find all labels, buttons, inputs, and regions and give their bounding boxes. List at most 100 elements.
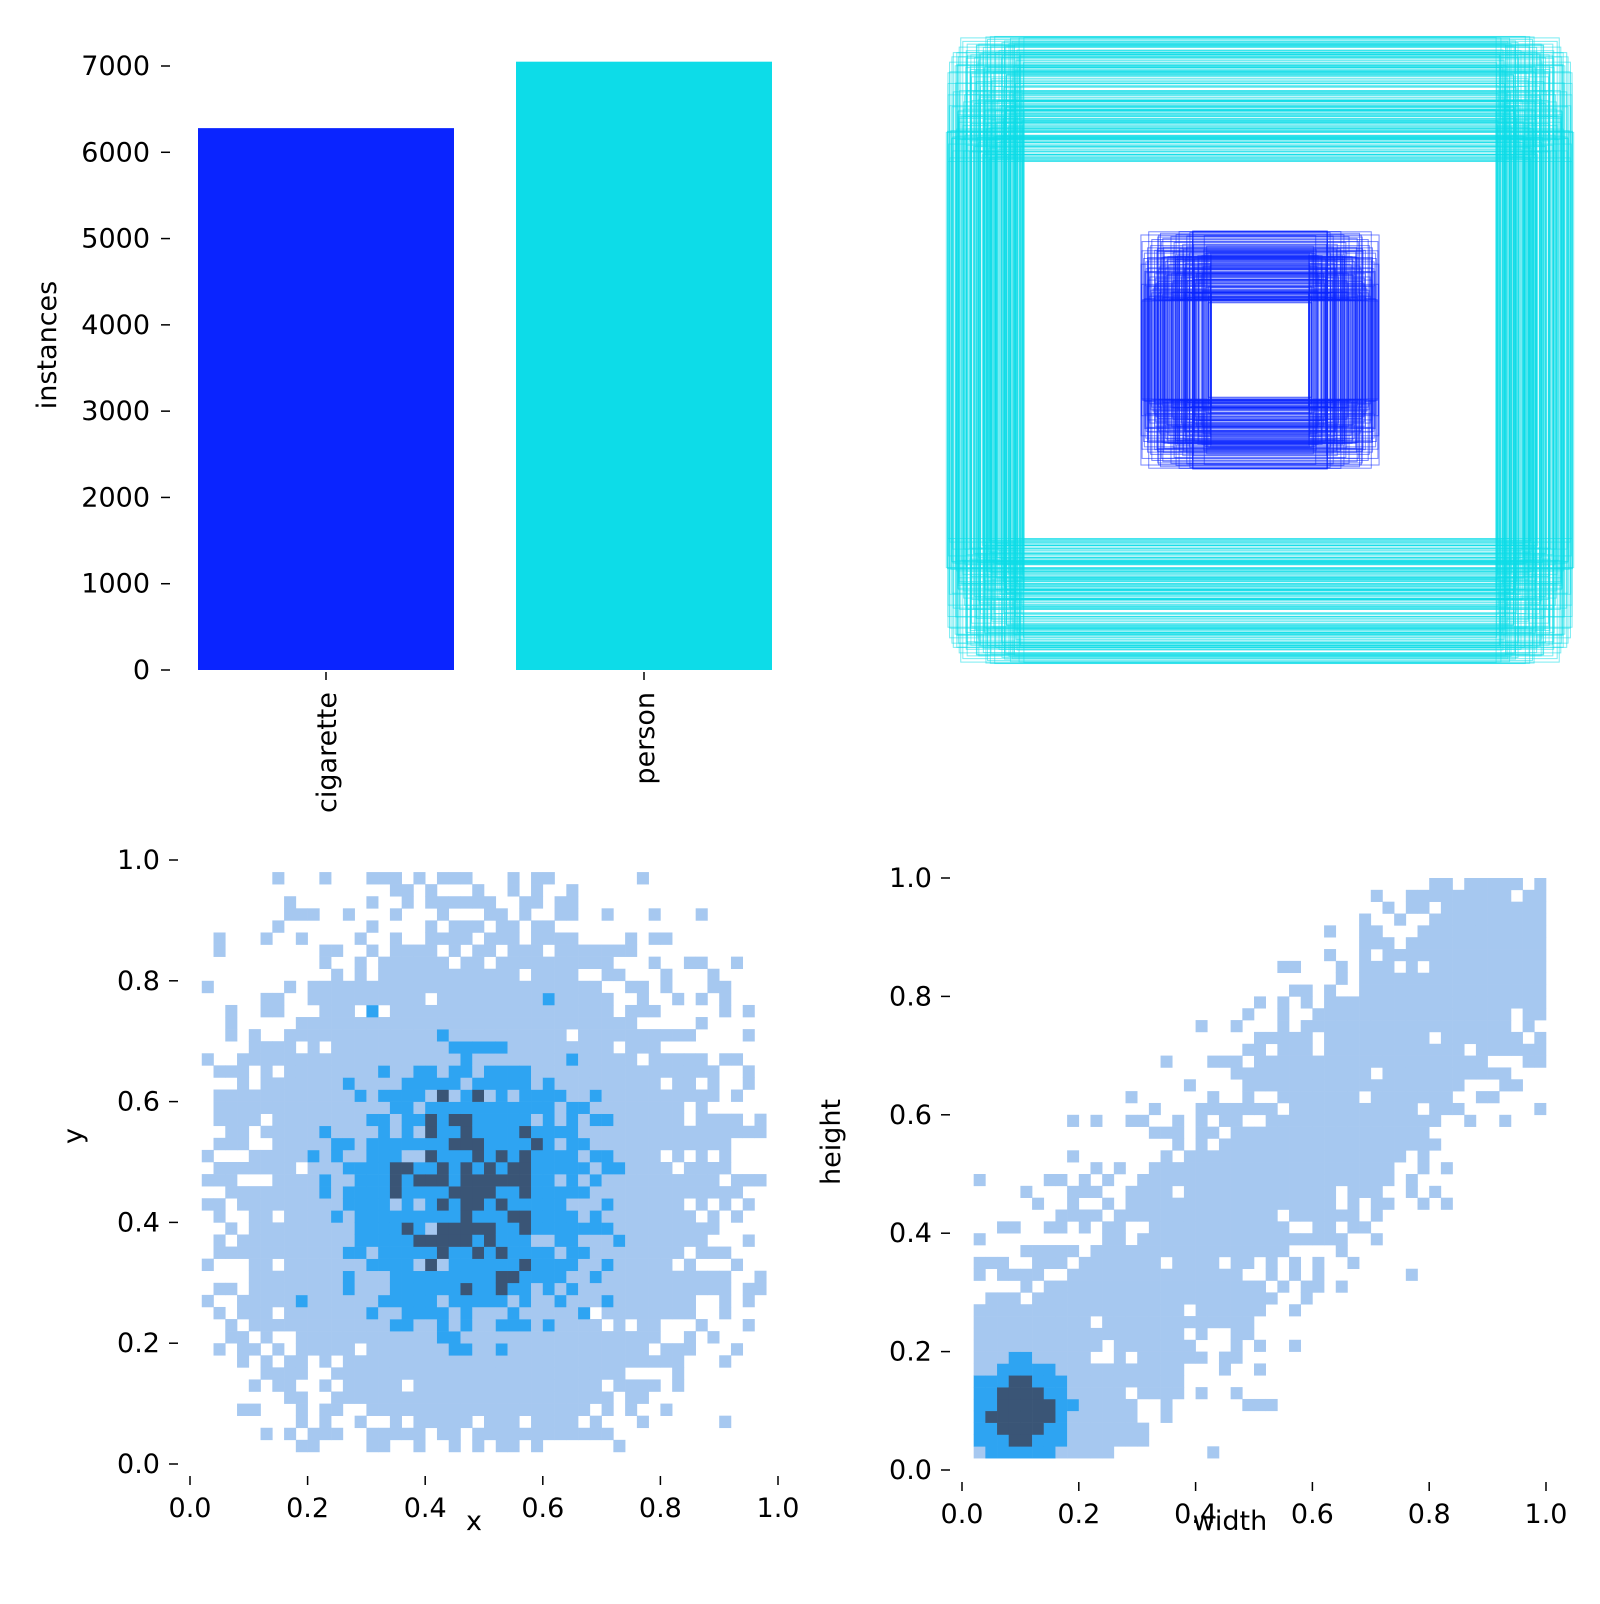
xy-cell xyxy=(413,1065,426,1078)
xy-cell xyxy=(225,1017,238,1030)
xy-cell xyxy=(554,1101,567,1114)
wh-cell xyxy=(1324,1174,1337,1187)
xy-cell xyxy=(542,1137,555,1151)
xy-cell xyxy=(260,1367,273,1380)
xy-cell xyxy=(354,1282,367,1296)
person-box xyxy=(948,143,1572,557)
xy-cell xyxy=(660,1198,673,1211)
wh-cell xyxy=(1405,1067,1418,1080)
bar-x-tick-label-person: person xyxy=(630,692,661,785)
wh-cell xyxy=(1265,1245,1278,1258)
xy-cell xyxy=(401,1210,414,1223)
wh-cell xyxy=(1055,1351,1068,1364)
wh-cell xyxy=(1195,1292,1208,1305)
xy-cell xyxy=(554,1029,567,1042)
wh-cell xyxy=(1300,1031,1313,1045)
wh-cell xyxy=(1499,960,1512,974)
xy-cell xyxy=(436,1162,450,1175)
cigarette-box xyxy=(1166,274,1354,426)
xy-cell xyxy=(448,1367,461,1380)
xy-cell xyxy=(589,1210,602,1223)
xy-cell xyxy=(354,1355,367,1368)
xy-cell xyxy=(366,1053,379,1066)
xy-cell xyxy=(589,1077,602,1090)
wh-cell xyxy=(1020,1363,1033,1376)
xy-cell xyxy=(660,1174,673,1187)
xy-cell xyxy=(519,1331,532,1344)
wh-cell xyxy=(1207,1055,1220,1068)
person-box xyxy=(1014,82,1506,618)
xy-cell xyxy=(531,1391,544,1404)
xy-cell xyxy=(331,1343,344,1356)
person-box xyxy=(988,92,1532,608)
xy-cell xyxy=(319,1113,332,1127)
xy-cell xyxy=(425,1282,438,1296)
wh-cell xyxy=(973,1363,986,1376)
wh-cell xyxy=(1055,1387,1068,1400)
wh-cell xyxy=(1183,1292,1196,1305)
xy-cell xyxy=(519,980,532,994)
wh-cell xyxy=(1429,925,1442,938)
xy-cell xyxy=(331,1149,344,1163)
wh-cell xyxy=(1137,1233,1150,1246)
person-box xyxy=(1017,115,1503,585)
xy-cell xyxy=(742,1294,755,1308)
xy-cell xyxy=(601,1294,614,1308)
wh-cell xyxy=(1055,1363,1068,1376)
wh-cell xyxy=(1137,1363,1150,1376)
wh-cell xyxy=(1277,1150,1290,1163)
xy-cell xyxy=(331,968,344,982)
xy-cell xyxy=(613,1162,626,1175)
xy-cell xyxy=(225,1331,238,1344)
xy-cell xyxy=(507,1017,520,1030)
wh-cell xyxy=(1113,1387,1126,1400)
xy-cell xyxy=(436,1186,450,1199)
xy-cell xyxy=(354,1415,367,1429)
xy-cell xyxy=(589,1294,602,1308)
person-box xyxy=(1022,124,1498,576)
wh-cell xyxy=(1359,1020,1372,1033)
cigarette-box xyxy=(1204,286,1316,414)
xy-cell xyxy=(495,1246,508,1259)
wh-cell xyxy=(1440,1020,1453,1033)
wh-cell xyxy=(1324,1043,1337,1056)
person-box xyxy=(954,131,1566,569)
xy-cell xyxy=(436,1306,450,1320)
xy-cell xyxy=(389,1415,402,1429)
wh-cell xyxy=(1499,984,1512,997)
xy-cell xyxy=(601,1391,614,1404)
wh-cell xyxy=(985,1375,998,1388)
wh-cell xyxy=(1242,1150,1255,1163)
xy-cell xyxy=(542,1004,555,1018)
xy-cell xyxy=(578,1367,591,1380)
xy-cell xyxy=(542,1403,555,1416)
xy-cell xyxy=(389,1355,402,1368)
xy-cell xyxy=(672,1174,685,1187)
xy-cell xyxy=(636,1125,649,1139)
wh-cell xyxy=(1335,1102,1348,1116)
xy-cell xyxy=(719,1149,732,1163)
person-box xyxy=(1015,97,1505,603)
xy-cell xyxy=(295,1439,308,1453)
wh-cell xyxy=(985,1292,998,1305)
xy-cell xyxy=(413,1391,426,1404)
person-box xyxy=(984,109,1536,591)
xy-cell xyxy=(531,1041,544,1054)
wh-cell xyxy=(1487,889,1500,902)
wh-cell xyxy=(1218,1304,1231,1317)
xy-cell xyxy=(613,1077,626,1090)
cigarette-box xyxy=(1208,295,1312,405)
wh-cell xyxy=(1265,1197,1278,1210)
xy-cell xyxy=(378,1294,391,1308)
xy-cell xyxy=(613,1149,626,1163)
wh-cell xyxy=(1020,1316,1033,1329)
xy-cell xyxy=(331,1004,344,1018)
wh-cell xyxy=(1172,1316,1185,1329)
xy-cell xyxy=(366,1282,379,1296)
xy-cell xyxy=(460,1270,473,1284)
xy-cell xyxy=(378,1319,391,1332)
cigarette-box xyxy=(1172,291,1348,409)
xy-cell xyxy=(542,1101,555,1114)
xy-cell xyxy=(554,1089,567,1102)
person-box xyxy=(1016,49,1504,651)
